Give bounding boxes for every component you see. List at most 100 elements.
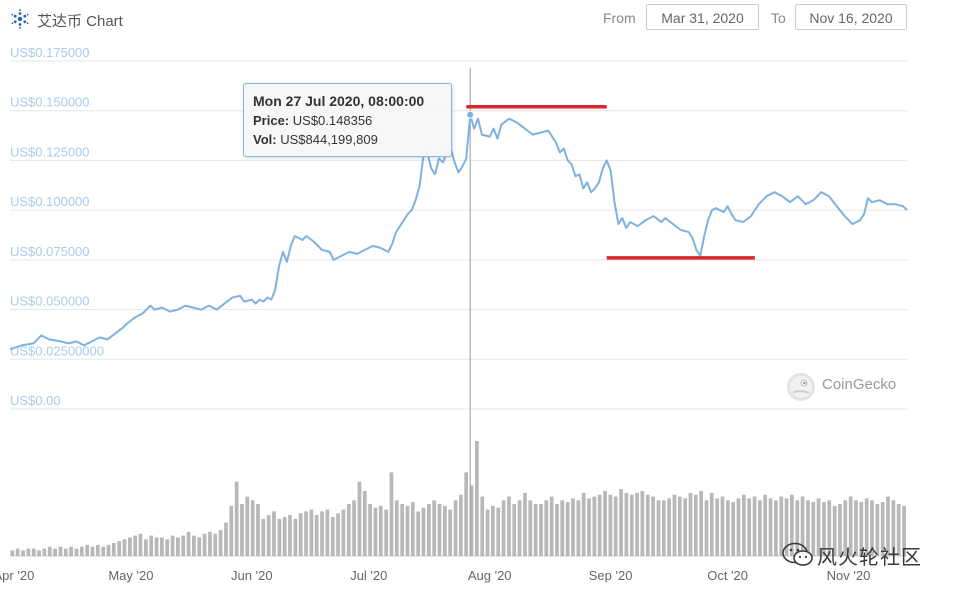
volume-bar: [742, 494, 746, 556]
hover-point: [466, 110, 475, 119]
y-axis-labels: US$0.175000 US$0.150000 US$0.125000 US$0.10…: [10, 45, 104, 408]
volume-bar: [811, 502, 816, 556]
x-tick-label: May '20: [108, 568, 153, 583]
volume-bar: [31, 548, 36, 556]
volume-bar: [282, 517, 287, 556]
volume-bar: [245, 496, 250, 556]
volume-bar: [443, 505, 447, 556]
volume-bar: [197, 537, 202, 556]
volume-bar: [688, 492, 693, 556]
volume-bar: [63, 548, 68, 556]
volume-bar: [133, 535, 138, 556]
volume-bar: [528, 500, 533, 556]
volume-bar: [565, 502, 570, 556]
grid-lines: [10, 60, 907, 557]
volume-bar: [544, 500, 549, 556]
volume-bar: [501, 500, 506, 556]
volume-bar: [672, 494, 677, 556]
volume-bar: [683, 498, 688, 556]
volume-bar: [699, 491, 704, 556]
volume-bar: [272, 511, 276, 556]
volume-bar: [619, 489, 623, 556]
volume-bar: [496, 507, 501, 556]
volume-bar: [875, 504, 880, 556]
volume-bar: [352, 500, 356, 556]
volume-bar: [880, 502, 885, 556]
y-tick-label: US$0.175000: [10, 45, 90, 60]
volume-bar: [416, 511, 421, 556]
tooltip-date: Mon 27 Jul 2020, 08:00:00: [253, 93, 425, 109]
volume-bar: [101, 546, 106, 556]
volume-bar: [576, 500, 581, 556]
volume-bar: [763, 494, 768, 556]
volume-bar: [624, 492, 629, 556]
volume-bar: [656, 500, 661, 556]
volume-bar: [405, 505, 410, 556]
volume-bar: [261, 518, 266, 556]
volume-bar: [774, 500, 778, 556]
annotation-lines: [466, 104, 755, 260]
volume-bar: [651, 496, 655, 556]
volume-bar: [181, 535, 186, 556]
to-date-input[interactable]: Nov 16, 2020: [795, 4, 907, 30]
volume-bar: [362, 491, 367, 556]
volume-bar: [250, 500, 255, 556]
volume-bar: [635, 492, 639, 556]
volume-bar: [10, 550, 15, 556]
y-tick-label: US$0.050000: [10, 294, 90, 309]
volume-bar: [373, 507, 378, 556]
volume-bar: [475, 440, 479, 556]
from-label: From: [603, 10, 636, 26]
volume-bar: [320, 511, 324, 556]
from-date-input[interactable]: Mar 31, 2020: [646, 4, 759, 30]
y-tick-label: US$0.075000: [10, 244, 90, 259]
x-tick-label: Oct '20: [707, 568, 748, 583]
volume-bar: [704, 500, 709, 556]
y-tick-label: US$0.150000: [10, 95, 90, 110]
volume-bar: [202, 533, 207, 556]
volume-bar: [53, 548, 57, 556]
x-tick-label: Jul '20: [350, 568, 387, 583]
volume-bar: [37, 550, 41, 556]
volume-bar: [341, 509, 346, 556]
cardano-logo-icon: [11, 9, 29, 29]
volume-bar: [213, 533, 218, 556]
volume-bar: [709, 492, 714, 556]
volume-bar: [330, 517, 335, 556]
volume-bar: [667, 498, 671, 556]
tooltip-vol-label: Vol:: [253, 132, 277, 147]
volume-bar: [870, 500, 874, 556]
volume-bar: [806, 500, 810, 556]
volume-bar: [720, 496, 725, 556]
volume-bar: [629, 494, 634, 556]
volume-bar: [790, 494, 794, 556]
volume-bar: [298, 513, 303, 556]
volume-bar: [357, 481, 362, 556]
volume-bar: [843, 500, 848, 556]
price-tooltip: Mon 27 Jul 2020, 08:00:00 Price: US$0.14…: [243, 83, 452, 157]
volume-bar: [176, 537, 180, 556]
volume-bar: [266, 515, 271, 556]
volume-bar: [640, 491, 645, 556]
volume-bar: [288, 515, 292, 556]
volume-bar: [160, 537, 164, 556]
volume-bar: [277, 518, 282, 556]
volume-bar: [304, 511, 308, 556]
coingecko-credit[interactable]: CoinGecko: [822, 376, 897, 393]
volume-bar: [111, 543, 116, 556]
volume-bar: [581, 492, 586, 556]
volume-bar: [827, 500, 832, 556]
volume-bar: [560, 500, 565, 556]
volume-bar: [859, 502, 864, 556]
volume-bar: [902, 505, 906, 556]
volume-bar: [677, 496, 682, 556]
volume-bar: [400, 504, 405, 556]
volume-bar: [336, 513, 340, 556]
volume-bar: [74, 548, 79, 556]
wechat-icon: [782, 542, 813, 566]
x-tick-label: Nov '20: [827, 568, 871, 583]
volume-bar: [608, 494, 613, 556]
volume-bar: [224, 522, 228, 556]
volume-bar: [816, 498, 821, 556]
